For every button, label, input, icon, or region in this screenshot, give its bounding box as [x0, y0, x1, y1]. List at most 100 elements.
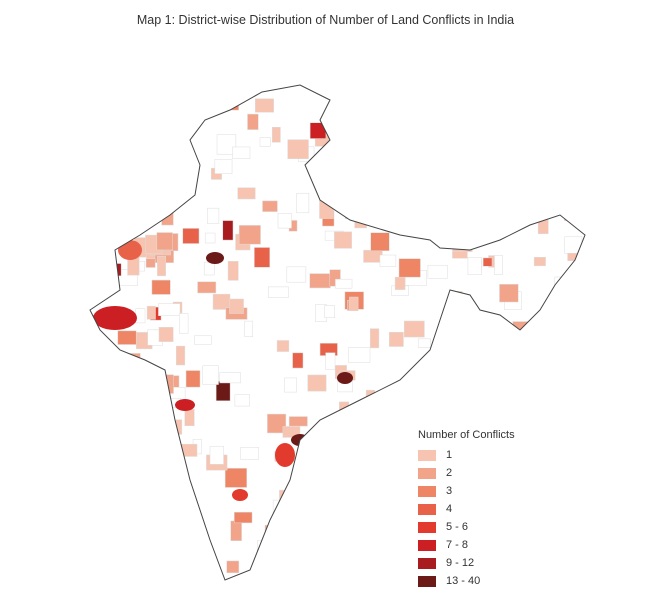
district	[533, 558, 555, 577]
district	[102, 191, 125, 205]
district	[226, 560, 240, 574]
district	[137, 403, 160, 415]
district	[350, 442, 371, 455]
district	[90, 328, 99, 345]
district	[204, 232, 216, 244]
district-highlight	[275, 443, 295, 467]
district	[259, 137, 271, 147]
district	[185, 370, 201, 388]
district	[573, 531, 585, 549]
district	[144, 187, 162, 202]
district	[584, 438, 585, 454]
district	[169, 92, 191, 105]
district	[343, 157, 355, 168]
district	[109, 181, 119, 194]
district	[414, 196, 430, 217]
district	[132, 190, 152, 206]
district	[336, 110, 353, 121]
district	[564, 85, 578, 105]
district	[334, 157, 347, 172]
district	[232, 146, 251, 159]
district	[553, 109, 566, 128]
district	[158, 327, 174, 342]
district	[399, 511, 413, 531]
district	[220, 94, 239, 111]
district	[288, 416, 308, 427]
district	[569, 341, 584, 353]
district	[318, 568, 334, 580]
district	[582, 410, 585, 427]
district	[549, 563, 569, 580]
district	[180, 559, 194, 575]
district	[92, 336, 105, 346]
district	[507, 108, 521, 117]
district	[427, 264, 448, 279]
district	[156, 91, 178, 108]
district	[276, 340, 290, 352]
district	[120, 353, 141, 366]
district	[175, 345, 186, 366]
district	[351, 489, 372, 507]
district	[552, 411, 575, 427]
district	[179, 86, 199, 101]
district	[492, 150, 508, 165]
district	[382, 102, 403, 112]
district	[149, 400, 171, 412]
district	[425, 225, 448, 240]
district	[557, 569, 569, 580]
district	[153, 90, 172, 107]
legend-label: 13 - 40	[446, 575, 481, 587]
district	[468, 118, 481, 127]
district	[497, 397, 518, 407]
legend-item: 9 - 12	[418, 554, 515, 572]
district	[203, 261, 215, 276]
district	[156, 493, 166, 505]
legend-item: 4	[418, 500, 515, 518]
district	[169, 159, 182, 170]
district	[479, 115, 492, 135]
district	[369, 328, 380, 349]
district	[111, 426, 124, 447]
district	[467, 257, 482, 276]
district	[572, 484, 585, 497]
district	[174, 482, 192, 496]
district	[166, 158, 176, 169]
district	[166, 419, 183, 435]
district	[519, 488, 529, 509]
district	[344, 205, 356, 220]
district	[159, 460, 169, 473]
district	[244, 320, 253, 337]
district	[202, 365, 219, 385]
district	[474, 402, 497, 414]
district	[262, 200, 278, 212]
district	[107, 404, 120, 415]
district	[534, 453, 557, 474]
district	[165, 101, 181, 111]
district	[394, 394, 408, 407]
district	[319, 548, 330, 558]
district	[428, 169, 445, 182]
district	[93, 264, 108, 275]
district	[437, 191, 451, 210]
legend-label: 3	[446, 485, 453, 497]
district	[164, 87, 183, 104]
district	[329, 269, 341, 287]
district	[330, 89, 351, 106]
district	[418, 123, 431, 140]
district	[354, 585, 372, 588]
district	[570, 389, 584, 405]
district	[129, 524, 144, 537]
district	[324, 556, 347, 566]
district	[543, 183, 563, 197]
district	[98, 176, 122, 185]
district	[286, 266, 307, 283]
district	[238, 225, 261, 245]
district	[482, 224, 505, 234]
district	[461, 171, 471, 190]
district	[171, 132, 191, 144]
district	[269, 563, 288, 578]
district	[459, 217, 480, 229]
district	[182, 228, 200, 244]
district	[574, 162, 585, 173]
